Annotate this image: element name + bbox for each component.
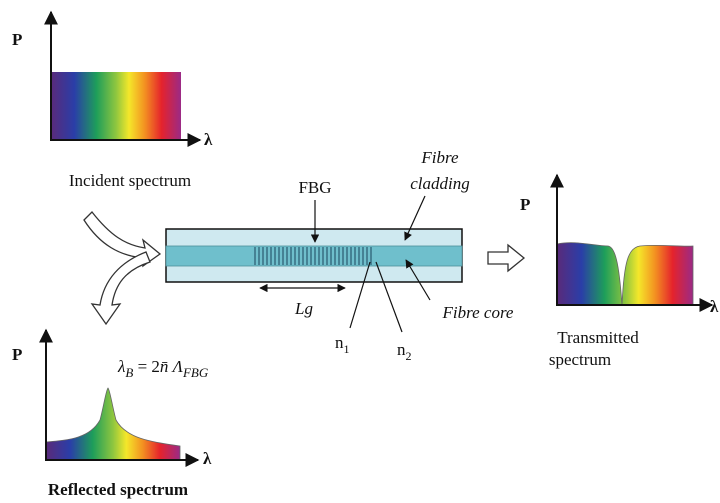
fibre: FBG Fibre cladding Fibre core Lg n1 n2 [165,148,514,363]
formula: λB = 2n̄ ΛFBG [117,357,209,380]
spectrum [45,387,181,461]
arrow [83,211,162,268]
axes [44,10,202,147]
axis-label: P [520,195,530,214]
label: n2 [397,340,412,363]
caption: Reflected spectrum [48,480,188,499]
arrow [487,243,526,273]
grating [254,247,372,265]
axis-label: P [12,30,22,49]
caption: Incident spectrum [69,171,191,190]
axis-label: λ [204,130,213,149]
pointer [349,261,371,329]
transmitted-chart: P λ Transmitted spectrum [520,173,719,369]
label: Lg [294,299,313,318]
reflected-chart: P λ λB = 2n̄ ΛFBG Reflected spectrum [12,328,212,499]
pointer [375,261,403,333]
label: n1 [335,333,350,356]
caption: spectrum [549,350,611,369]
label: Fibre core [442,303,514,322]
incident-chart: P λ Incident spectrum [12,10,213,190]
spectrum [51,72,181,140]
label: cladding [410,174,470,193]
spectrum [556,242,694,306]
label: Fibre [420,148,459,167]
pointer [405,259,431,301]
arrow [90,251,151,326]
core [165,245,463,267]
pointer [404,195,426,241]
axis-label: P [12,345,22,364]
axis-label: λ [203,449,212,468]
axes [39,328,200,467]
axis-label: λ [710,297,719,316]
axes [550,173,714,312]
caption: Transmitted [557,328,639,347]
label: FBG [298,178,331,197]
